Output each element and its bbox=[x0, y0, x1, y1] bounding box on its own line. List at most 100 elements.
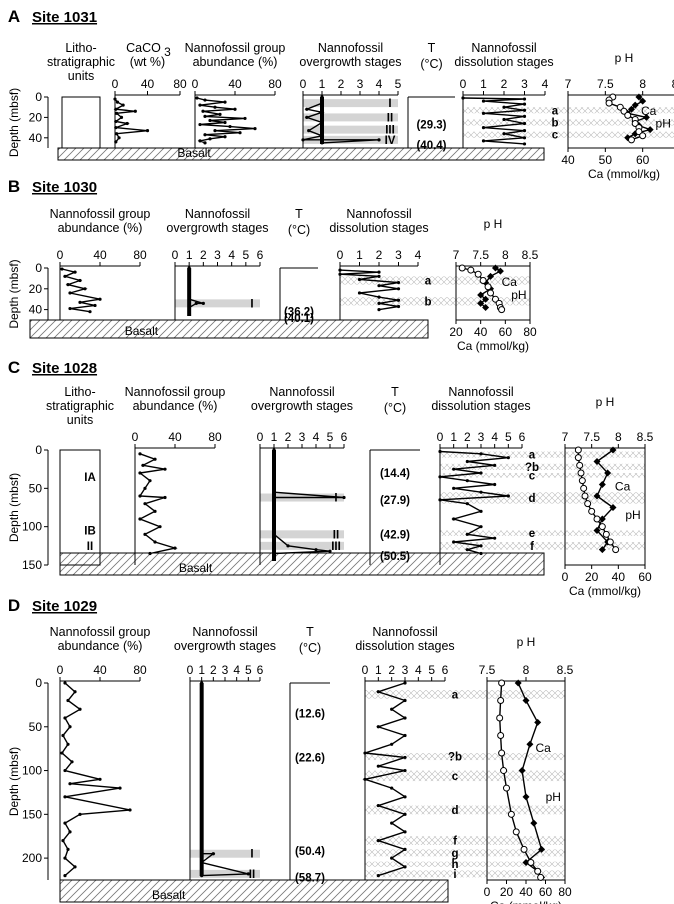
abundance-point bbox=[223, 135, 227, 139]
abundance-point bbox=[61, 733, 65, 738]
dissolution-point bbox=[481, 126, 486, 130]
abundance-point bbox=[73, 690, 77, 694]
temperature-value: (40.4) bbox=[416, 140, 446, 152]
abundance-point bbox=[60, 751, 64, 755]
dissolution-zone-label: ?b bbox=[448, 752, 462, 764]
abundance-line bbox=[196, 97, 256, 144]
ph-title: p H bbox=[596, 395, 615, 409]
dissolution-title: Nannofossil bbox=[471, 41, 536, 55]
depth-tick-label: 0 bbox=[35, 90, 42, 104]
overgrowth-title: overgrowth stages bbox=[166, 221, 268, 235]
ph-tick-label: 8 bbox=[639, 77, 646, 91]
dissolution-point bbox=[377, 295, 381, 299]
abundance-title: abundance (%) bbox=[58, 639, 143, 653]
overgrowth-title: Nannofossil bbox=[185, 207, 250, 221]
abundance-point bbox=[78, 278, 82, 283]
abundance-point bbox=[63, 821, 67, 825]
depth-tick-label: 100 bbox=[22, 520, 42, 534]
overgrowth-point bbox=[211, 852, 215, 856]
ph-title: p H bbox=[517, 635, 536, 649]
abundance-point bbox=[70, 760, 74, 764]
ca-point bbox=[602, 530, 610, 538]
ca-point bbox=[507, 810, 515, 818]
ph-point bbox=[491, 264, 499, 272]
ph-point bbox=[609, 446, 617, 454]
basalt-band bbox=[59, 879, 449, 903]
basalt-label: Basalt bbox=[177, 146, 211, 160]
dissolution-tick-label: 3 bbox=[395, 248, 402, 262]
ph-point bbox=[477, 291, 485, 299]
dissolution-zone bbox=[365, 690, 565, 699]
abundance-point bbox=[213, 105, 217, 109]
ca-point bbox=[605, 99, 613, 107]
overgrowth-point bbox=[200, 681, 204, 685]
dissolution-point bbox=[465, 532, 469, 536]
overgrowth-point bbox=[187, 276, 191, 280]
temperature-title: (°C) bbox=[288, 223, 310, 237]
overgrowth-tick-label: 3 bbox=[222, 663, 229, 677]
overgrowth-tick-label: 2 bbox=[210, 663, 217, 677]
dissolution-point bbox=[479, 471, 483, 475]
abundance-point bbox=[63, 681, 67, 685]
abundance-point bbox=[228, 124, 232, 129]
dissolution-zone-label: f bbox=[530, 541, 534, 553]
abundance-line bbox=[61, 682, 131, 877]
dissolution-tick-label: 1 bbox=[356, 248, 363, 262]
ca-tick-label: 0 bbox=[562, 570, 569, 584]
ca-tick-label: 0 bbox=[484, 885, 491, 899]
ph-tick-label: 7 bbox=[565, 77, 572, 91]
abundance-point bbox=[73, 270, 77, 274]
ca-axis-label: Ca (mmol/kg) bbox=[457, 339, 529, 353]
ca-point bbox=[497, 697, 505, 705]
dissolution-point bbox=[438, 475, 442, 479]
ph-point bbox=[522, 793, 530, 801]
dissolution-point bbox=[493, 482, 497, 487]
abundance-point bbox=[173, 546, 177, 550]
temperature-title: (°C) bbox=[384, 401, 406, 415]
ca-series-label: Ca bbox=[535, 741, 551, 755]
dissolution-point bbox=[357, 277, 362, 282]
basalt-band bbox=[29, 319, 429, 339]
ph-point bbox=[598, 515, 606, 523]
dissolution-point bbox=[493, 463, 497, 467]
dissolution-point bbox=[357, 291, 362, 295]
overgrowth-tick-label: 0 bbox=[172, 248, 179, 262]
dissolution-point bbox=[502, 117, 506, 122]
dissolution-point bbox=[465, 459, 469, 464]
abundance-point bbox=[148, 551, 152, 556]
overgrowth-title: Nannofossil bbox=[192, 625, 257, 639]
ph-point bbox=[526, 740, 534, 748]
overgrowth-tick-label: 1 bbox=[271, 430, 278, 444]
overgrowth-point bbox=[272, 495, 276, 500]
abundance-point bbox=[198, 122, 202, 127]
abundance-point bbox=[68, 782, 72, 786]
dissolution-tick-label: 2 bbox=[501, 77, 508, 91]
ph-ca-frame bbox=[564, 447, 646, 566]
dissolution-zone-label: b bbox=[551, 118, 558, 130]
ph-line bbox=[595, 449, 615, 551]
ca-tick-label: 60 bbox=[636, 153, 650, 167]
dissolution-zone-label: h bbox=[451, 859, 458, 871]
overgrowth-stage-label: I bbox=[388, 98, 391, 110]
dissolution-zone-label: d bbox=[451, 805, 458, 817]
dissolution-point bbox=[452, 517, 456, 521]
abundance-point bbox=[203, 141, 207, 145]
overgrowth-tick-label: 1 bbox=[319, 77, 326, 91]
overgrowth-tick-label: 3 bbox=[214, 248, 221, 262]
ca-point bbox=[467, 266, 475, 274]
abundance-point bbox=[223, 100, 227, 104]
dissolution-title: Nannofossil bbox=[346, 207, 411, 221]
ca-point bbox=[576, 461, 584, 469]
caco3-point bbox=[115, 100, 120, 104]
ph-point bbox=[646, 126, 654, 134]
ca-tick-label: 20 bbox=[585, 570, 599, 584]
site-title: Site 1031 bbox=[32, 9, 97, 26]
dissolution-zone bbox=[365, 770, 565, 782]
dissolution-point bbox=[479, 551, 483, 556]
ph-tick-label: 7.5 bbox=[479, 663, 496, 677]
ca-point bbox=[474, 270, 482, 278]
abundance-line bbox=[61, 268, 101, 313]
abundance-point bbox=[153, 540, 157, 544]
ph-point bbox=[642, 113, 650, 121]
temperature-value: (29.3) bbox=[416, 120, 446, 132]
